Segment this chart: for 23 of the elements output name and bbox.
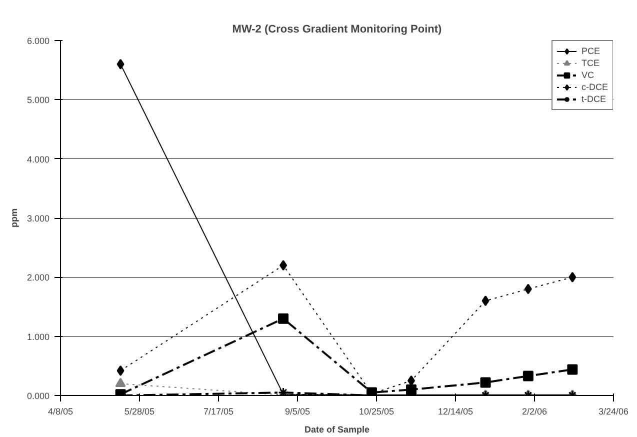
- x-tick-label: 7/17/05: [203, 406, 234, 416]
- legend-label: PCE: [582, 45, 602, 57]
- y-tick-label: 5.000: [26, 95, 50, 106]
- y-tick-label: 0.000: [26, 391, 50, 401]
- y-tick-label: 1.000: [26, 332, 50, 342]
- x-tick-label: 12/14/05: [438, 406, 474, 416]
- x-tick-label: 9/5/05: [284, 406, 310, 416]
- chart-title: MW-2 (Cross Gradient Monitoring Point): [232, 24, 442, 36]
- legend-label: t-DCE: [582, 93, 606, 105]
- y-tick-label: 3.000: [26, 214, 50, 224]
- y-tick-label: 2.000: [26, 272, 50, 283]
- legend-label: TCE: [582, 57, 600, 69]
- y-axis-title: ppm: [8, 208, 19, 228]
- x-tick-label: 5/28/05: [124, 406, 155, 416]
- x-tick-label: 2/2/06: [522, 406, 548, 416]
- y-tick-label: 6.000: [26, 36, 50, 46]
- legend-label: c-DCE: [582, 81, 608, 93]
- x-tick-label: 4/8/05: [48, 406, 74, 416]
- x-tick-label: 3/24/06: [598, 406, 629, 416]
- x-tick-label: 10/25/05: [358, 406, 394, 416]
- legend-label: VC: [582, 69, 596, 81]
- y-tick-label: 4.000: [26, 154, 50, 164]
- x-axis-title: Date of Sample: [304, 424, 370, 434]
